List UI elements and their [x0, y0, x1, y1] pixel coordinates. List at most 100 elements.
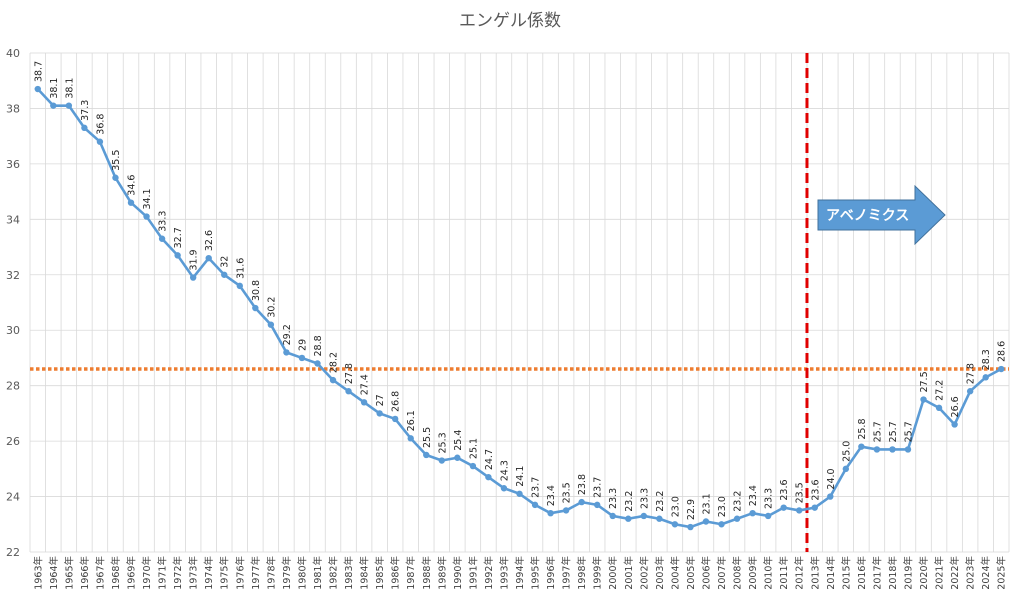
- data-points: [34, 85, 1005, 531]
- x-tick-label: 2012年: [794, 556, 806, 590]
- data-label: 25.7: [888, 421, 899, 442]
- data-point: [438, 457, 446, 464]
- reference-lines: [30, 53, 1009, 552]
- data-point: [889, 446, 896, 453]
- x-tick-label: 1972年: [172, 556, 184, 590]
- x-tick-label: 1975年: [219, 556, 231, 590]
- data-point: [469, 462, 477, 470]
- data-label: 24.7: [484, 449, 495, 470]
- data-point: [81, 124, 88, 132]
- y-tick-label: 24: [6, 491, 20, 504]
- data-point: [966, 388, 974, 395]
- data-label: 23.2: [733, 491, 744, 512]
- data-point: [283, 349, 290, 356]
- x-tick-label: 1978年: [265, 556, 277, 590]
- data-label: 25.1: [468, 438, 479, 459]
- x-tick-label: 1998年: [576, 556, 588, 590]
- data-label: 23.3: [608, 488, 619, 509]
- data-label: 23.5: [795, 482, 806, 503]
- abenomics-annotation: アベノミクス: [817, 184, 946, 246]
- data-point: [391, 415, 399, 423]
- data-label: 27.2: [935, 380, 946, 401]
- x-tick-label: 2015年: [840, 556, 852, 590]
- data-point: [485, 473, 492, 481]
- y-tick-label: 22: [6, 546, 20, 559]
- data-label: 38.1: [64, 78, 75, 99]
- data-label: 38.1: [49, 78, 60, 99]
- data-label: 31.6: [235, 258, 246, 279]
- data-label: 23.0: [670, 496, 681, 517]
- data-label: 23.1: [701, 493, 712, 514]
- x-tick-label: 1968年: [110, 556, 122, 590]
- data-label: 23.0: [717, 496, 728, 517]
- data-label: 29: [297, 339, 308, 351]
- x-tick-label: 1983年: [343, 556, 355, 590]
- x-tick-label: 1993年: [498, 556, 510, 590]
- right-arrow-shape: [817, 184, 946, 246]
- data-label: 28.6: [997, 341, 1008, 362]
- data-label: 27.8: [344, 363, 355, 384]
- data-point: [516, 490, 523, 497]
- data-label: 25.3: [437, 432, 448, 453]
- x-tick-label: 1967年: [94, 556, 106, 590]
- data-point: [329, 376, 337, 384]
- series-line: [36, 88, 1002, 529]
- data-labels: 38.7 38.1 38.1 37.3 36.8 35.5 34.6 34.1 33.3 32.7…: [33, 61, 1007, 520]
- x-tick-label: 2021年: [934, 556, 946, 590]
- data-point: [376, 410, 383, 417]
- data-point: [920, 396, 927, 403]
- data-label: 32.6: [204, 230, 215, 251]
- x-tick-label: 2018年: [887, 556, 899, 590]
- data-label: 25.0: [841, 441, 852, 462]
- data-point: [562, 507, 570, 514]
- x-tick-label: 2011年: [778, 556, 790, 590]
- x-tick-label: 1997年: [561, 556, 573, 590]
- x-tick-label: 1985年: [374, 556, 386, 590]
- x-tick-label: 1963年: [32, 556, 44, 590]
- data-point: [454, 454, 461, 461]
- data-point: [718, 521, 725, 528]
- data-label: 37.3: [80, 100, 91, 121]
- x-tick-label: 2001年: [623, 556, 635, 590]
- data-label: 26.6: [950, 396, 961, 417]
- data-label: 27.8: [966, 363, 977, 384]
- data-point: [96, 138, 104, 145]
- data-label: 23.7: [593, 477, 604, 498]
- data-label: 22.9: [686, 499, 697, 520]
- y-axis-ticks: 22 24 26 28 30 32 34 36 38 40: [6, 47, 20, 559]
- data-point: [531, 501, 539, 509]
- data-point: [547, 509, 554, 517]
- data-label: 35.5: [111, 150, 122, 171]
- x-tick-label: 1977年: [250, 556, 262, 590]
- chart-title: エンゲル係数: [459, 11, 561, 31]
- x-tick-label: 1981年: [312, 556, 324, 590]
- y-tick-label: 34: [6, 213, 20, 226]
- data-point: [143, 213, 150, 220]
- x-tick-label: 2000年: [607, 556, 619, 590]
- gridlines: [29, 52, 1010, 553]
- x-tick-label: 2008年: [732, 556, 744, 590]
- data-label: 34.1: [142, 188, 153, 209]
- x-tick-label: 2007年: [716, 556, 728, 590]
- data-label: 24.3: [499, 460, 510, 481]
- data-point: [360, 399, 368, 406]
- data-label: 23.2: [624, 491, 635, 512]
- data-label: 23.2: [655, 491, 666, 512]
- data-label: 38.7: [33, 61, 44, 82]
- data-point: [236, 282, 243, 290]
- data-point: [951, 421, 958, 428]
- x-tick-label: 2016年: [856, 556, 868, 590]
- x-tick-label: 2004年: [669, 556, 681, 590]
- y-tick-label: 26: [6, 435, 20, 448]
- x-tick-label: 1976年: [234, 556, 246, 590]
- data-point: [34, 85, 41, 93]
- x-tick-label: 2002年: [638, 556, 650, 590]
- x-tick-label: 1989年: [436, 556, 448, 590]
- x-tick-label: 1991年: [467, 556, 479, 590]
- y-tick-label: 38: [6, 102, 20, 115]
- data-label: 36.8: [95, 114, 106, 135]
- data-label: 25.4: [453, 430, 464, 451]
- data-point: [112, 174, 119, 181]
- data-label: 25.8: [857, 418, 868, 439]
- x-tick-label: 2014年: [825, 556, 837, 590]
